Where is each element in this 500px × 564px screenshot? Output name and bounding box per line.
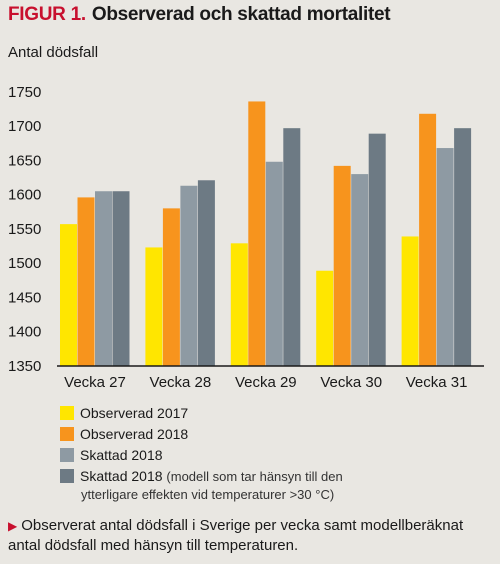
caption-arrow-icon: ▶ — [8, 519, 18, 533]
bar — [401, 236, 419, 366]
legend-note-continued: ytterligare effekten vid temperaturer >3… — [81, 487, 335, 502]
legend-swatch — [60, 469, 74, 483]
figure-tag: FIGUR 1. — [8, 4, 86, 25]
y-tick-label: 1500 — [8, 255, 41, 272]
legend-swatch — [60, 406, 74, 420]
figure-caption: ▶ Observerat antal dödsfall i Sverige per… — [8, 516, 494, 556]
x-tick-label: Vecka 31 — [406, 374, 468, 391]
bar — [436, 148, 454, 366]
bar — [112, 191, 130, 366]
legend-label: Skattad 2018 — [80, 468, 163, 484]
legend-swatch — [60, 448, 74, 462]
legend-label-with-note: Skattad 2018 (modell som tar hänsyn till… — [80, 467, 343, 486]
legend-item: Observerad 2018 — [60, 425, 343, 446]
legend-item: Observerad 2017 — [60, 404, 343, 425]
bar — [162, 208, 180, 366]
bar — [77, 197, 95, 366]
legend-swatch — [60, 427, 74, 441]
x-tick-label: Vecka 30 — [320, 374, 382, 391]
figure-title: FIGUR 1. Observerad och skattad mortalite… — [8, 4, 391, 26]
legend-item: Skattad 2018 (modell som tar hänsyn till… — [60, 467, 343, 488]
y-tick-label: 1350 — [8, 358, 41, 375]
y-tick-label: 1400 — [8, 324, 41, 341]
bar — [248, 101, 266, 366]
bar — [316, 270, 334, 366]
bar — [95, 191, 112, 366]
bar — [197, 180, 215, 366]
x-tick-label: Vecka 27 — [64, 374, 126, 391]
y-tick-label: 1450 — [8, 289, 41, 306]
bar — [454, 128, 472, 366]
bar — [265, 161, 283, 366]
bar — [351, 174, 369, 366]
figure-title-text: Observerad och skattad mortalitet — [91, 4, 391, 25]
y-tick-label: 1550 — [8, 221, 41, 238]
x-tick-label: Vecka 29 — [235, 374, 297, 391]
caption-text: Observerat antal dödsfall i Sverige per … — [8, 517, 464, 554]
bar — [419, 113, 437, 366]
bar — [230, 243, 248, 366]
y-tick-label: 1700 — [8, 118, 41, 135]
y-axis-label: Antal dödsfall — [8, 44, 99, 61]
bar — [283, 128, 301, 366]
bar — [60, 224, 77, 366]
legend-note: (modell som tar hänsyn till den — [166, 469, 343, 484]
legend: Observerad 2017 Observerad 2018 Skattad … — [60, 404, 343, 488]
bar — [368, 133, 386, 366]
bar — [333, 165, 351, 366]
legend-item: Skattad 2018 — [60, 446, 343, 467]
x-tick-label: Vecka 28 — [150, 374, 212, 391]
legend-label: Observerad 2017 — [80, 405, 189, 421]
y-tick-label: 1650 — [8, 152, 41, 169]
bar-chart: 1350 1400 1450 1500 1550 1600 1650 1700 1750 Veck… — [8, 84, 484, 391]
bar — [145, 247, 163, 366]
legend-label: Skattad 2018 — [80, 447, 163, 463]
y-tick-label: 1600 — [8, 187, 41, 204]
bar — [180, 185, 198, 366]
y-tick-label: 1750 — [8, 84, 41, 101]
legend-label: Observerad 2018 — [80, 426, 189, 442]
